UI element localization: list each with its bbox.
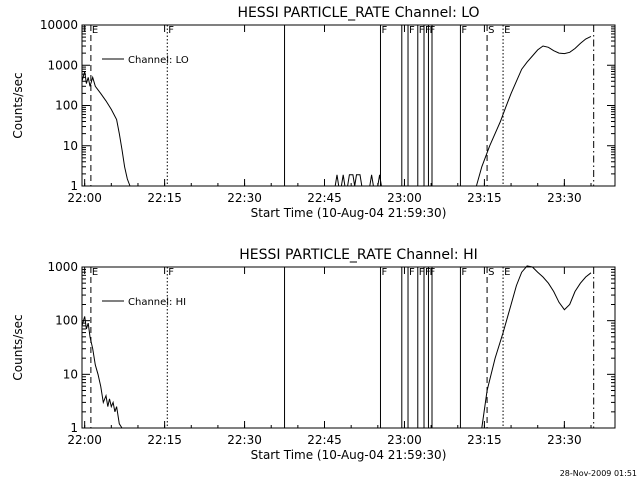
footer-timestamp: 28-Nov-2009 01:51 [560, 469, 637, 478]
y-axis-label-hi: Counts/sec [11, 314, 25, 380]
event-marker-label-hi: F [461, 267, 467, 278]
hi-channel-panel: HESSI PARTICLE_RATE Channel: HI 22:00 22:1… [11, 247, 616, 462]
x-tick-label-hi: 22:00 [67, 433, 102, 447]
event-marker-label-lo: S [488, 25, 494, 36]
y-tick-label-lo: 1 [70, 179, 78, 193]
legend-label-lo: Channel: LO [128, 55, 189, 66]
lo-channel-panel: HESSI PARTICLE_RATE Channel: LO 22:00 22:1… [11, 5, 616, 220]
event-marker-label-hi: F [419, 267, 425, 278]
x-tick-label-hi: 23:30 [547, 433, 582, 447]
series-line-lo-2 [475, 35, 592, 187]
x-tick-label-lo: 22:00 [67, 191, 102, 205]
series-line-lo-1 [334, 174, 382, 187]
x-tick-label-lo: 22:45 [307, 191, 342, 205]
event-marker-label-lo: E [92, 25, 98, 36]
y-tick-label-lo: 10000 [40, 18, 78, 32]
y-tick-label-hi: 1000 [47, 260, 78, 274]
series-line-hi-1 [481, 265, 592, 429]
x-tick-label-lo: 23:15 [467, 191, 502, 205]
event-marker-label-hi: F [381, 267, 387, 278]
legend-label-hi: Channel: HI [128, 297, 186, 308]
x-tick-label-lo: 23:30 [547, 191, 582, 205]
x-axis-label-hi: Start Time (10-Aug-04 21:59:30) [251, 448, 447, 462]
y-tick-label-hi: 1 [70, 421, 78, 435]
x-tick-label-lo: 22:15 [147, 191, 182, 205]
x-tick-label-lo: 22:30 [227, 191, 262, 205]
event-marker-label-hi: F [409, 267, 415, 278]
chart-title-hi: HESSI PARTICLE_RATE Channel: HI [239, 247, 477, 263]
series-line-lo-0 [81, 71, 131, 187]
x-tick-label-hi: 22:30 [227, 433, 262, 447]
x-tick-label-hi: 23:00 [387, 433, 422, 447]
y-tick-label-hi: 10 [63, 367, 78, 381]
y-axis-label-lo: Counts/sec [11, 72, 25, 138]
y-tick-label-lo: 1000 [47, 58, 78, 72]
event-marker-label-lo: F [409, 25, 415, 36]
x-tick-label-lo: 23:00 [387, 191, 422, 205]
event-marker-label-hi: F [168, 267, 174, 278]
event-marker-label-lo: E [504, 25, 510, 36]
series-line-hi-0 [81, 316, 123, 429]
x-tick-label-hi: 22:45 [307, 433, 342, 447]
plot-frame-hi [81, 266, 616, 429]
x-axis-label-lo: Start Time (10-Aug-04 21:59:30) [251, 206, 447, 220]
event-marker-label-hi: E [92, 267, 98, 278]
y-tick-label-hi: 100 [55, 314, 78, 328]
event-marker-label-lo: F [461, 25, 467, 36]
event-marker-label-lo: F [419, 25, 425, 36]
event-marker-label-lo: F [168, 25, 174, 36]
event-marker-label-lo: F [381, 25, 387, 36]
x-tick-label-hi: 22:15 [147, 433, 182, 447]
y-tick-label-lo: 10 [63, 139, 78, 153]
y-tick-label-lo: 100 [55, 99, 78, 113]
x-tick-label-hi: 23:15 [467, 433, 502, 447]
chart-title-lo: HESSI PARTICLE_RATE Channel: LO [237, 5, 479, 21]
event-marker-label-hi: S [488, 267, 494, 278]
event-marker-label-hi: E [504, 267, 510, 278]
